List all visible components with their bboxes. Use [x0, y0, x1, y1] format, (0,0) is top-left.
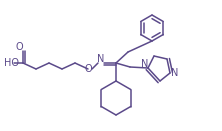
Text: N: N — [171, 68, 179, 78]
Text: HO: HO — [4, 58, 18, 68]
Text: N: N — [141, 59, 149, 69]
Text: N: N — [97, 54, 105, 64]
Text: O: O — [84, 64, 92, 74]
Text: O: O — [15, 42, 23, 52]
